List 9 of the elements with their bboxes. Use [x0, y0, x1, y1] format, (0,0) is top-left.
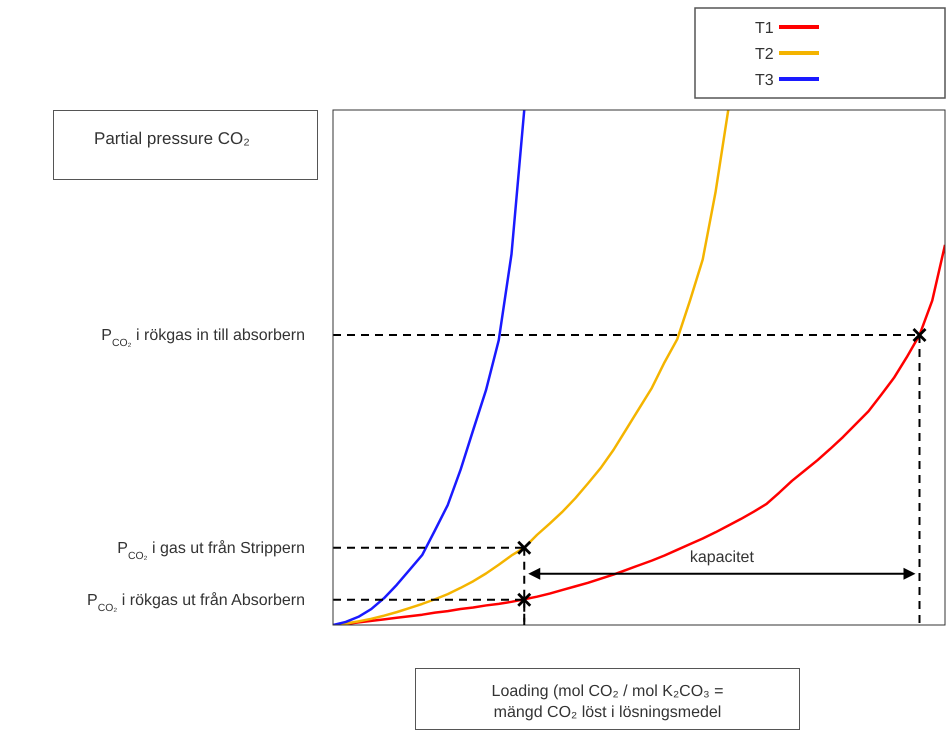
legend-label: T3 — [755, 72, 774, 89]
text: P$_{CO₂}$ i gas ut från Strippern — [117, 540, 305, 562]
x-axis-title: Loading (mol CO₂ / mol K₂CO₃ = mängd CO₂ löst i lösningsmedel — [490, 682, 724, 723]
annotation: kapacitet — [690, 548, 754, 566]
text: P$_{CO₂}$ i rökgas ut från Absorbern — [87, 592, 305, 614]
y-axis-title: Partial pressure CO₂ — [53, 110, 318, 180]
text: P$_{CO₂}$ i rökgas in till absorbern — [101, 327, 305, 349]
legend-label: T1 — [755, 20, 774, 37]
legend-label: T2 — [755, 46, 774, 63]
